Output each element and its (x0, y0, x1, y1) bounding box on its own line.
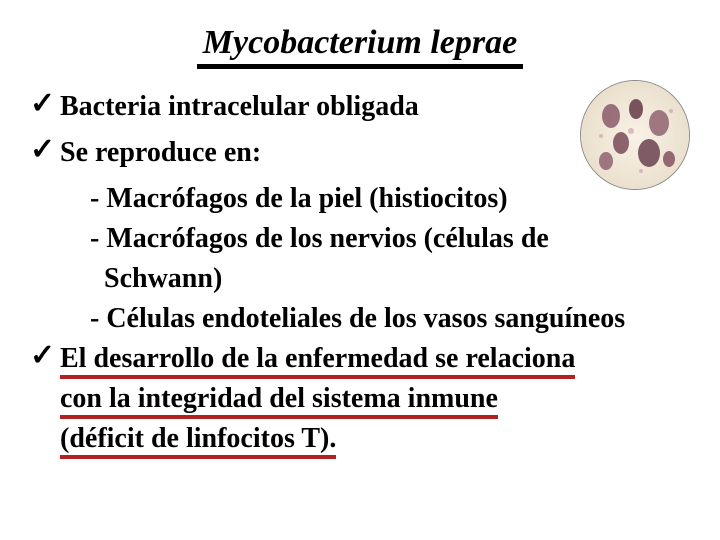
bullet-text: Bacteria intracelular obligada (60, 87, 419, 127)
check-icon: ✓ (30, 133, 60, 167)
slide-title: Mycobacterium leprae (197, 24, 523, 69)
sub-item: - Células endoteliales de los vasos sang… (90, 299, 690, 339)
bullet-text: Se reproduce en: (60, 133, 261, 173)
bullet-item: ✓ El desarrollo de la enfermedad se rela… (30, 339, 690, 459)
underlined-segment: (déficit de linfocitos T). (60, 423, 336, 459)
sub-item: - Macrófagos de los nervios (células de (90, 219, 690, 259)
underlined-segment: con la integridad del sistema inmune (60, 383, 498, 419)
sub-item: Schwann) (90, 259, 690, 299)
underlined-segment: El desarrollo de la enfermedad se relaci… (60, 343, 575, 379)
check-icon: ✓ (30, 339, 60, 373)
micrograph-image (580, 80, 690, 190)
sub-item: - Macrófagos de la piel (histiocitos) (90, 179, 690, 219)
check-icon: ✓ (30, 87, 60, 121)
bullet-text-underlined: El desarrollo de la enfermedad se relaci… (60, 339, 575, 459)
